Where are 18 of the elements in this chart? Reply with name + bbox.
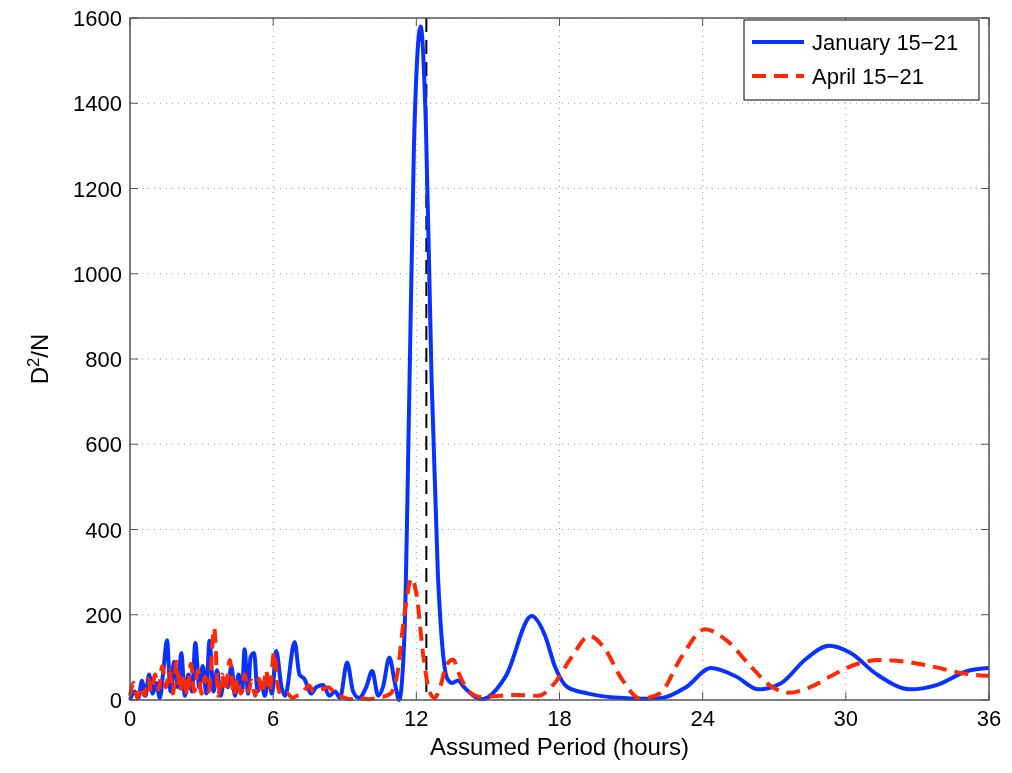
y-tick-label: 1600: [73, 6, 122, 31]
y-tick-label: 800: [85, 347, 122, 372]
y-tick-label: 1400: [73, 91, 122, 117]
y-tick-label: 1200: [73, 176, 122, 202]
legend-label: January 15−21: [812, 30, 959, 55]
y-tick-label: 1000: [73, 261, 122, 287]
x-tick-label: 6: [267, 706, 280, 731]
y-tick-label: 600: [85, 432, 122, 458]
y-tick-label: 400: [85, 517, 122, 543]
y-tick-label: 200: [85, 602, 122, 628]
x-axis-title: Assumed Period (hours): [430, 733, 689, 760]
x-tick-label: 30: [833, 706, 859, 731]
legend-label: April 15−21: [812, 64, 924, 89]
x-tick-label: 12: [404, 706, 429, 731]
y-tick-label: 0: [109, 688, 122, 713]
x-tick-label: 18: [547, 706, 572, 731]
x-tick-label: 36: [976, 706, 1002, 731]
x-tick-label: 24: [690, 706, 715, 731]
